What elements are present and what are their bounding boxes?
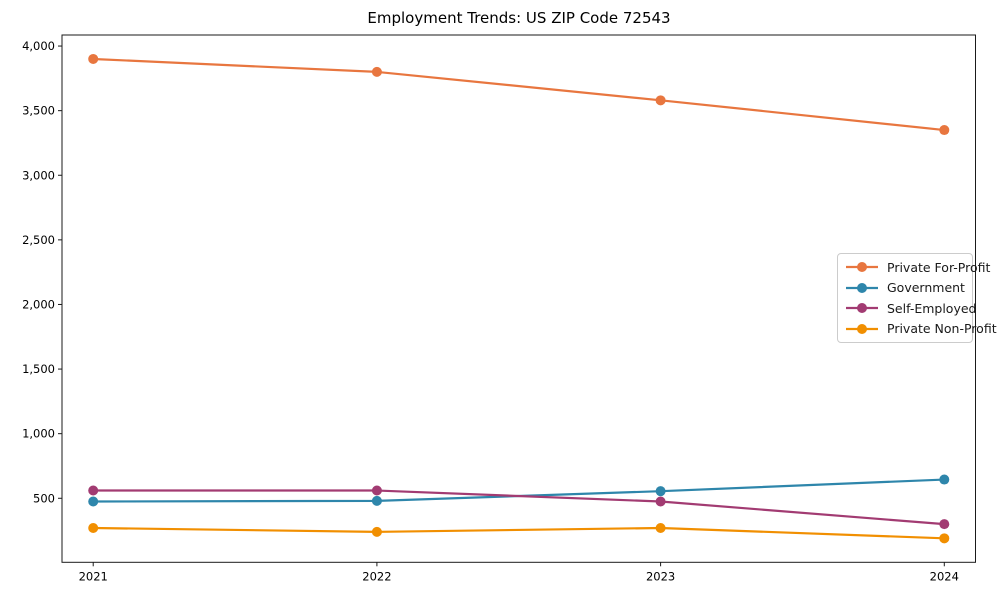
legend-label: Private Non-Profit	[887, 321, 997, 337]
data-point-government-2024	[939, 474, 950, 485]
y-axis-tick-label: 500	[33, 491, 55, 505]
legend-label: Self-Employed	[887, 300, 977, 316]
y-axis-tick-label: 1,000	[22, 427, 55, 441]
x-axis-tick-label: 2021	[79, 569, 108, 583]
x-axis-tick-label: 2023	[646, 569, 675, 583]
y-axis-tick-label: 3,000	[22, 168, 55, 182]
data-point-private-non-profit-2022	[371, 526, 382, 537]
legend-marker-icon	[846, 323, 878, 334]
data-point-self-employed-2021	[88, 485, 99, 496]
legend-item: Private For-Profit	[845, 257, 990, 278]
x-axis-tick-label: 2024	[930, 569, 959, 583]
legend-label: Government	[887, 280, 965, 296]
data-point-private-non-profit-2021	[88, 522, 99, 533]
data-point-private-for-profit-2023	[655, 95, 666, 106]
data-point-self-employed-2022	[371, 485, 382, 496]
legend-marker-icon	[846, 303, 878, 314]
y-axis-tick-label: 2,000	[22, 297, 55, 311]
data-point-government-2023	[655, 486, 666, 497]
data-point-self-employed-2023	[655, 496, 666, 507]
y-axis-tick-label: 2,500	[22, 233, 55, 247]
data-point-private-for-profit-2024	[939, 125, 950, 136]
chart-title: Employment Trends: US ZIP Code 72543	[367, 9, 671, 27]
data-point-government-2022	[371, 495, 382, 506]
legend-item: Private Non-Profit	[845, 319, 997, 340]
series-line-private-non-profit	[93, 526, 945, 540]
series-line-private-for-profit	[93, 57, 945, 132]
legend-item: Self-Employed	[845, 298, 976, 319]
legend-marker-icon	[846, 282, 878, 293]
data-point-private-non-profit-2024	[939, 533, 950, 544]
data-point-private-for-profit-2022	[371, 66, 382, 77]
y-axis-tick-label: 1,500	[22, 362, 55, 376]
axis-frame	[61, 34, 976, 563]
y-axis-tick-label: 3,500	[22, 104, 55, 118]
y-axis-tick-label: 4,000	[22, 39, 55, 53]
legend-marker-icon	[846, 262, 878, 273]
data-point-private-for-profit-2021	[88, 53, 99, 64]
x-axis-tick-label: 2022	[362, 569, 391, 583]
data-point-government-2021	[88, 496, 99, 507]
data-point-private-non-profit-2023	[655, 522, 666, 533]
series-line-self-employed	[93, 489, 945, 526]
legend-item: Government	[845, 278, 972, 299]
legend-label: Private For-Profit	[887, 259, 991, 275]
legend: Private For-Profit Government Self-Employe…	[837, 253, 997, 343]
data-point-self-employed-2024	[939, 519, 950, 530]
